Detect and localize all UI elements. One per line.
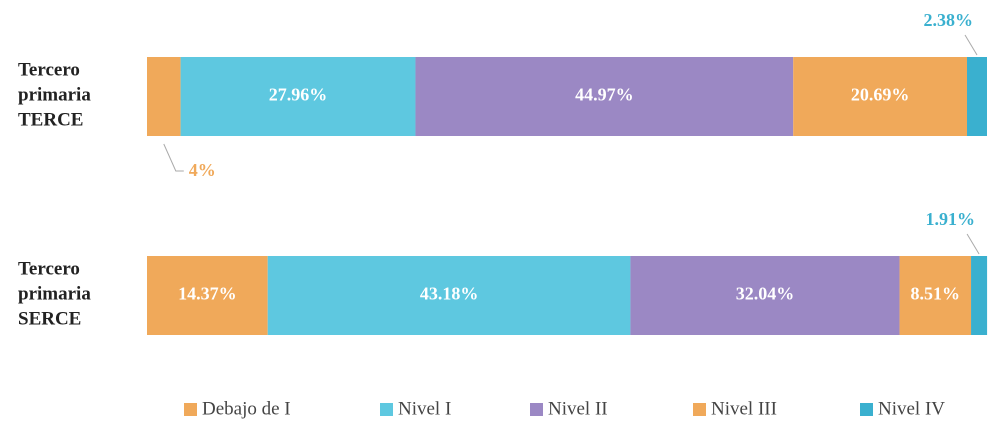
leader-line (966, 233, 980, 255)
legend-swatch (380, 403, 393, 416)
bar-segment (147, 57, 181, 136)
bar-segment (630, 256, 900, 335)
leader-line (163, 143, 184, 172)
category-label: Tercero primaria SERCE (18, 259, 91, 330)
value-label: 8.51% (911, 284, 961, 304)
legend-label: Debajo de I (202, 398, 291, 419)
category-label: Tercero primaria TERCE (18, 60, 91, 131)
legend-label: Nivel III (711, 398, 777, 419)
leader-line (964, 34, 978, 56)
bar-segment (267, 256, 631, 335)
legend-swatch (860, 403, 873, 416)
value-label: 2.38% (924, 10, 974, 30)
legend-swatch (530, 403, 543, 416)
value-label: 14.37% (178, 284, 237, 304)
value-label: 43.18% (420, 284, 479, 304)
bar-segment (971, 256, 988, 335)
value-label: 44.97% (575, 85, 634, 105)
bar-segment (967, 57, 987, 136)
value-label: 27.96% (269, 85, 328, 105)
bar-segment (793, 57, 968, 136)
bar-segment (899, 256, 972, 335)
value-label: 20.69% (851, 85, 910, 105)
bar-segment (180, 57, 416, 136)
bar-segment (147, 256, 268, 335)
legend-label: Nivel II (548, 398, 608, 419)
legend-label: Nivel I (398, 398, 451, 419)
value-label: 1.91% (926, 209, 976, 229)
value-label: 4% (189, 160, 216, 180)
bar-segment (415, 57, 794, 136)
value-label: 32.04% (736, 284, 795, 304)
legend-swatch (184, 403, 197, 416)
legend-swatch (693, 403, 706, 416)
legend-label: Nivel IV (878, 398, 945, 419)
